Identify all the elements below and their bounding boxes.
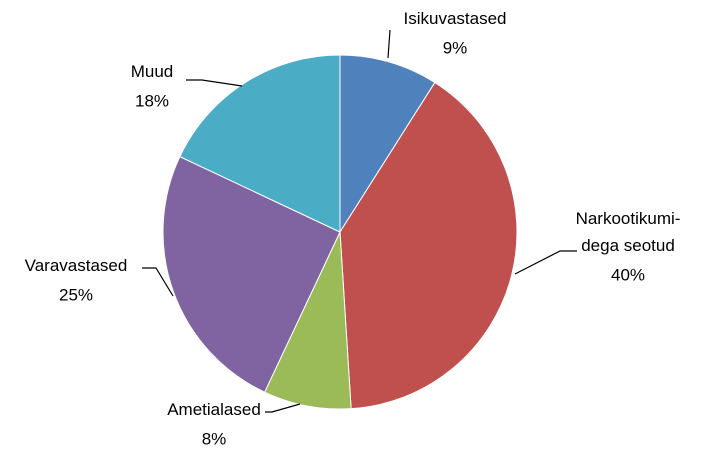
slice-label: Isikuvastased xyxy=(404,9,507,28)
value-label: 40% xyxy=(611,265,645,284)
slice-label: Ametialased xyxy=(167,400,261,419)
leader-line xyxy=(265,403,301,413)
leader-line xyxy=(387,29,391,59)
value-label: 18% xyxy=(135,91,169,110)
pie-slice xyxy=(179,54,341,233)
value-label: 8% xyxy=(202,429,227,448)
pie-slice xyxy=(263,231,352,410)
slice-label: Muud xyxy=(131,62,174,81)
slice-label: Narkootikumi-dega seotud xyxy=(576,209,681,255)
value-label: 9% xyxy=(443,38,468,57)
pie-slice xyxy=(339,54,436,234)
value-label: 25% xyxy=(59,285,93,304)
pie-slice xyxy=(162,155,341,393)
leader-line xyxy=(142,267,174,297)
slice-label: Varavastased xyxy=(25,256,128,275)
leader-line xyxy=(186,79,243,87)
pie-slice xyxy=(339,81,518,410)
leader-line xyxy=(514,250,577,275)
